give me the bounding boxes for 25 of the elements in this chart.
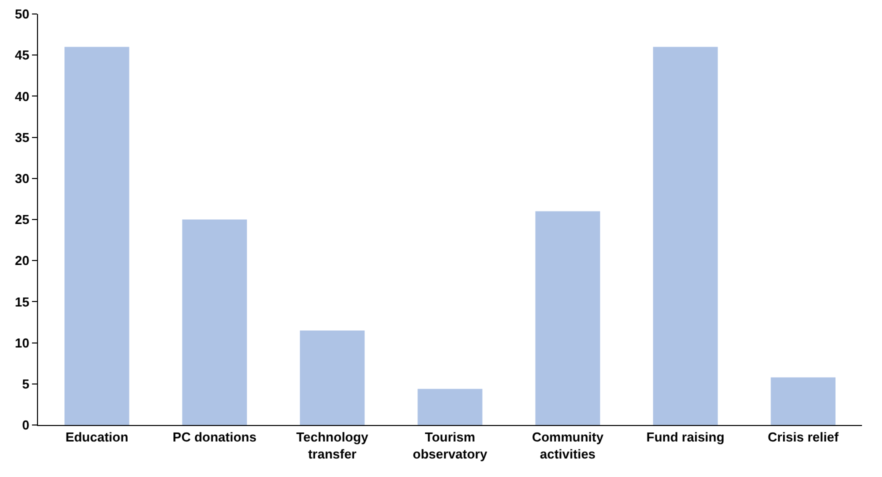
y-tick-label: 35 [14,130,30,145]
x-tick-label: Tourism observatory [412,430,488,462]
x-tick-label: Technology transfer [296,430,370,462]
y-tick-label: 45 [14,48,30,63]
bar [418,388,482,425]
x-tick-label: Fund raising [646,430,724,445]
y-tick-label: 20 [14,253,30,268]
y-tick-label: 15 [14,294,30,310]
x-tick-label: Crisis relief [768,430,840,445]
y-tick-label: 0 [22,418,30,433]
y-tick-label: 30 [14,170,30,186]
bar [182,220,247,425]
bar [770,377,836,425]
x-tick-label: Education [65,430,128,445]
bar [535,211,600,425]
x-tick-label: PC donations [172,430,256,445]
y-tick-label: 5 [22,376,30,392]
x-tick-label: Community activities [532,430,604,462]
y-tick-label: 25 [14,212,30,228]
y-tick-label: 50 [14,6,30,22]
bar [653,46,718,425]
y-tick-label: 40 [14,88,30,104]
y-tick-label: 10 [14,335,30,350]
bar [64,46,130,425]
bar [300,330,365,425]
